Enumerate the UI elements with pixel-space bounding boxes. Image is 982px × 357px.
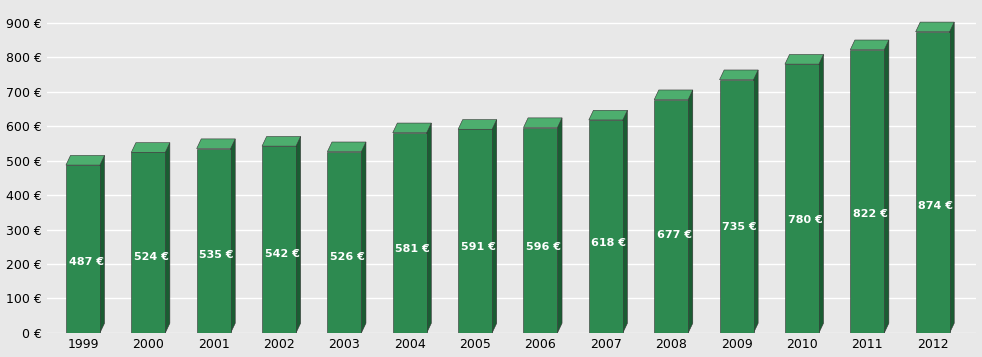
Polygon shape bbox=[327, 142, 366, 152]
Text: 618 €: 618 € bbox=[591, 238, 627, 248]
Polygon shape bbox=[459, 129, 492, 333]
Polygon shape bbox=[819, 55, 824, 333]
Text: 526 €: 526 € bbox=[330, 252, 365, 262]
Text: 735 €: 735 € bbox=[722, 222, 757, 232]
Text: 535 €: 535 € bbox=[199, 251, 234, 261]
Polygon shape bbox=[850, 50, 884, 333]
Text: 822 €: 822 € bbox=[853, 209, 888, 219]
Polygon shape bbox=[492, 120, 497, 333]
Text: 581 €: 581 € bbox=[396, 244, 430, 254]
Text: 591 €: 591 € bbox=[461, 242, 496, 252]
Text: 780 €: 780 € bbox=[788, 215, 822, 225]
Polygon shape bbox=[753, 70, 758, 333]
Polygon shape bbox=[589, 120, 623, 333]
Text: 596 €: 596 € bbox=[526, 242, 561, 252]
Text: 487 €: 487 € bbox=[69, 257, 103, 267]
Polygon shape bbox=[785, 64, 819, 333]
Polygon shape bbox=[393, 133, 427, 333]
Polygon shape bbox=[720, 70, 758, 80]
Text: 542 €: 542 € bbox=[264, 250, 300, 260]
Polygon shape bbox=[262, 136, 300, 146]
Polygon shape bbox=[950, 22, 955, 333]
Polygon shape bbox=[132, 143, 170, 152]
Polygon shape bbox=[915, 22, 955, 32]
Polygon shape bbox=[785, 55, 824, 64]
Polygon shape bbox=[196, 149, 231, 333]
Polygon shape bbox=[884, 40, 889, 333]
Polygon shape bbox=[196, 139, 236, 149]
Polygon shape bbox=[231, 139, 236, 333]
Polygon shape bbox=[132, 152, 165, 333]
Polygon shape bbox=[393, 123, 431, 133]
Polygon shape bbox=[361, 142, 366, 333]
Polygon shape bbox=[623, 110, 627, 333]
Text: 874 €: 874 € bbox=[918, 201, 954, 211]
Text: 524 €: 524 € bbox=[134, 252, 169, 262]
Polygon shape bbox=[720, 80, 753, 333]
Polygon shape bbox=[688, 90, 692, 333]
Polygon shape bbox=[850, 40, 889, 50]
Polygon shape bbox=[296, 136, 300, 333]
Polygon shape bbox=[66, 165, 100, 333]
Text: 677 €: 677 € bbox=[657, 230, 692, 240]
Polygon shape bbox=[915, 32, 950, 333]
Polygon shape bbox=[558, 118, 562, 333]
Polygon shape bbox=[262, 146, 296, 333]
Polygon shape bbox=[654, 100, 688, 333]
Polygon shape bbox=[66, 155, 104, 165]
Polygon shape bbox=[327, 152, 361, 333]
Polygon shape bbox=[523, 127, 558, 333]
Polygon shape bbox=[165, 143, 170, 333]
Polygon shape bbox=[427, 123, 431, 333]
Polygon shape bbox=[523, 118, 562, 127]
Polygon shape bbox=[459, 120, 497, 129]
Polygon shape bbox=[100, 155, 104, 333]
Polygon shape bbox=[589, 110, 627, 120]
Polygon shape bbox=[654, 90, 692, 100]
